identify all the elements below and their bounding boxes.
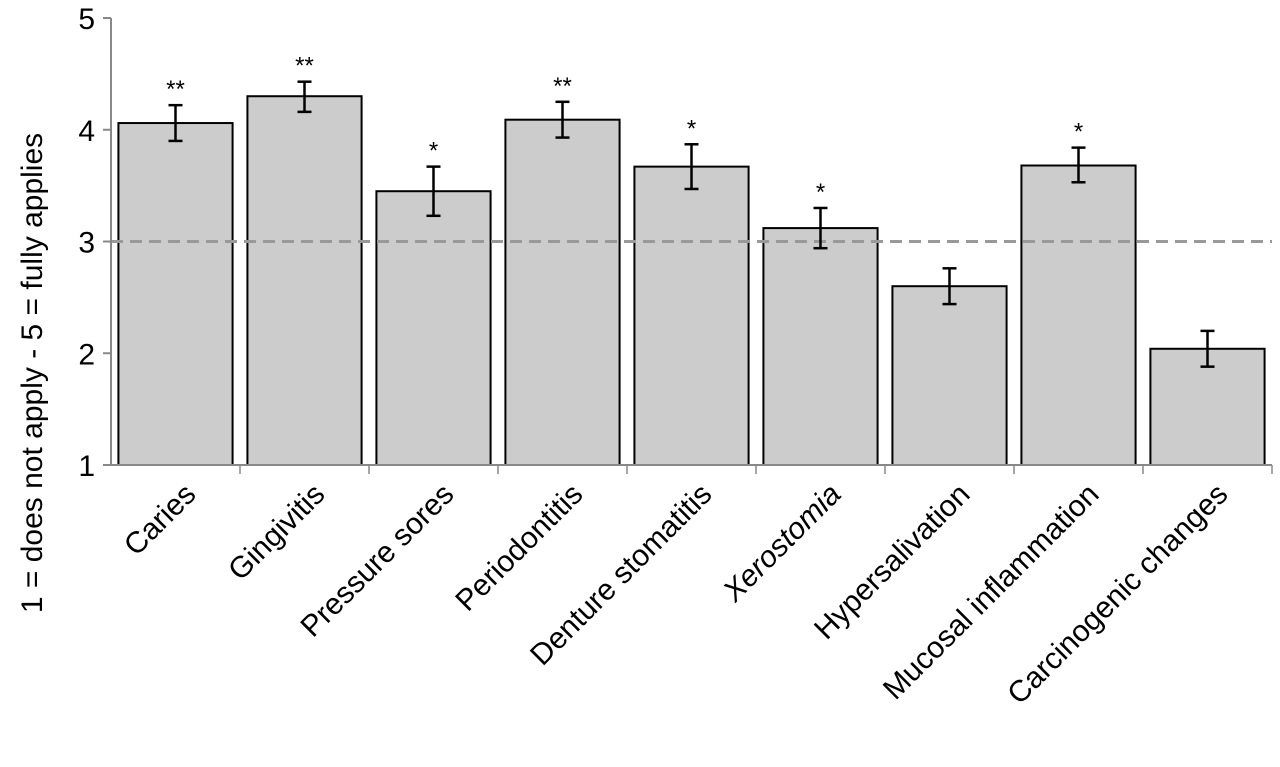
error-bars-group xyxy=(168,80,1215,368)
bar-4 xyxy=(633,165,750,466)
category-label-5: Xerostomia xyxy=(716,478,847,609)
y-axis-title: 1 = does not apply - 5 = fully applies xyxy=(16,133,49,613)
category-label-7: Mucosal inflammation xyxy=(877,478,1105,706)
y-tick-label-4: 4 xyxy=(78,115,95,148)
significance-label-3: ** xyxy=(553,73,572,100)
y-ticks-group: 1 2 3 4 5 xyxy=(78,3,111,483)
significance-label-4: * xyxy=(687,115,696,142)
significance-group: ********** xyxy=(166,53,1083,206)
bar-7 xyxy=(1020,164,1137,466)
significance-label-5: * xyxy=(816,179,825,206)
significance-label-1: ** xyxy=(295,53,314,80)
bar-2 xyxy=(375,190,492,466)
y-tick-label-3: 3 xyxy=(78,227,95,260)
significance-label-7: * xyxy=(1074,119,1083,146)
y-tick-label-1: 1 xyxy=(78,450,95,483)
bar-6 xyxy=(891,285,1008,467)
bar-3 xyxy=(504,118,621,466)
significance-label-0: ** xyxy=(166,76,185,103)
category-label-8: Carcinogenic changes xyxy=(1001,478,1234,711)
bar-0 xyxy=(117,122,234,466)
y-tick-label-2: 2 xyxy=(78,338,95,371)
bar-1 xyxy=(246,95,363,466)
bar-5 xyxy=(762,227,879,466)
category-label-1: Gingivitis xyxy=(222,478,331,587)
category-label-3: Periodontitis xyxy=(449,478,589,618)
bars-group xyxy=(117,95,1266,467)
category-label-0: Caries xyxy=(118,478,203,563)
significance-label-2: * xyxy=(429,138,438,165)
y-tick-label-5: 5 xyxy=(78,3,95,36)
